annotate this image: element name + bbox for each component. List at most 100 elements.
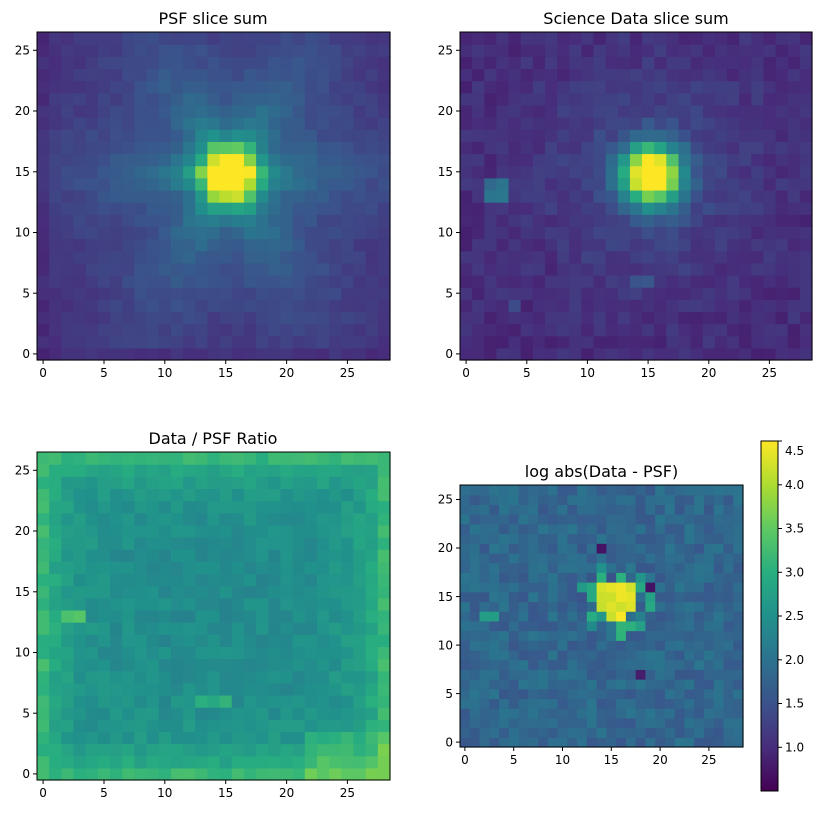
heatmap-cell — [714, 347, 728, 361]
x-axis: 0 5 10 15 20 25 — [39, 360, 355, 380]
heatmap-cell — [664, 514, 676, 525]
heatmap-cell — [775, 117, 789, 130]
heatmap-cell — [684, 591, 695, 603]
heatmap-cell — [353, 117, 367, 130]
heatmap-cell — [702, 165, 716, 179]
heatmap-cell — [460, 543, 471, 554]
heatmap-cell — [316, 129, 330, 142]
heatmap-cell — [714, 56, 728, 70]
heatmap-cell — [544, 335, 558, 349]
heatmap-cell — [256, 238, 269, 252]
heatmap-cell — [666, 153, 680, 167]
heatmap-cell — [508, 582, 520, 593]
x-tick: 10 — [157, 360, 172, 380]
heatmap-cell — [268, 68, 282, 82]
heatmap-cell — [292, 44, 306, 57]
heatmap-cell — [528, 649, 539, 661]
heatmap-cell — [664, 649, 676, 661]
heatmap-cell — [280, 476, 294, 490]
heatmap-cell — [268, 129, 282, 142]
heatmap-cell — [484, 335, 498, 349]
heatmap-cell — [341, 299, 355, 313]
heatmap-cell — [642, 202, 655, 215]
colorbar-tick: 4.0 — [778, 478, 804, 492]
heatmap-cell — [532, 202, 546, 215]
heatmap-cell — [195, 512, 209, 526]
heatmap-cell — [49, 153, 62, 167]
heatmap-cell — [763, 226, 777, 240]
heatmap-cell — [256, 80, 269, 94]
heatmap-cell — [733, 620, 744, 632]
heatmap-cell — [316, 500, 330, 514]
heatmap-cell — [751, 202, 765, 215]
heatmap-cell — [508, 543, 520, 554]
heatmap-cell — [170, 311, 184, 325]
heatmap-cell — [484, 44, 498, 57]
heatmap-cell — [329, 274, 342, 288]
heatmap-cell — [518, 640, 529, 651]
heatmap-cell — [617, 323, 631, 337]
heatmap-cell — [304, 189, 318, 203]
heatmap-cell — [292, 177, 306, 191]
heatmap-cell — [557, 311, 570, 325]
heatmap-cell — [85, 262, 99, 276]
heatmap-cell — [110, 670, 123, 684]
heatmap-cell — [723, 630, 734, 641]
heatmap-cell — [694, 523, 705, 535]
heatmap-cell — [122, 104, 135, 118]
heatmap-cell — [629, 274, 643, 288]
heatmap-cell — [616, 514, 627, 525]
heatmap-cell — [183, 524, 196, 538]
heatmap-cell — [49, 189, 62, 203]
heatmap-cell — [654, 250, 667, 264]
heatmap-cell — [714, 287, 728, 300]
heatmap-cell — [49, 537, 62, 550]
heatmap-cell — [605, 189, 619, 203]
heatmap-cell — [702, 189, 716, 203]
heatmap-cell — [280, 117, 294, 130]
heatmap-cell — [635, 543, 647, 554]
heatmap-cell — [97, 226, 111, 240]
heatmap-cell — [544, 250, 558, 264]
heatmap-cell — [569, 153, 582, 167]
heatmap-cell — [518, 708, 529, 719]
heatmap-cell — [532, 141, 546, 155]
panel-science-data: Science Data slice sum 0 5 10 15 20 25 0… — [438, 9, 813, 380]
heatmap-cell — [518, 611, 529, 622]
heatmap-cell — [469, 669, 481, 680]
heatmap-cell — [557, 104, 570, 118]
heatmap-cell — [85, 755, 99, 769]
heatmap-cell — [547, 640, 559, 651]
heatmap-cell — [256, 512, 269, 526]
heatmap-cell — [751, 165, 765, 179]
heatmap-cell — [606, 611, 617, 622]
heatmap-cell — [377, 500, 391, 514]
heatmap-cell — [489, 620, 500, 632]
x-tick-label: 20 — [279, 786, 294, 800]
heatmap-cell — [97, 549, 111, 562]
heatmap-cell — [616, 698, 627, 709]
heatmap-cell — [49, 226, 62, 240]
heatmap-cell — [316, 561, 330, 575]
heatmap-cell — [122, 117, 135, 130]
heatmap-cell — [655, 552, 666, 564]
heatmap-cell — [256, 646, 269, 660]
heatmap-cell — [353, 287, 367, 300]
heatmap-cell — [316, 755, 330, 769]
heatmap-cell — [606, 708, 617, 719]
heatmap-cell — [775, 323, 789, 337]
heatmap-cell — [625, 533, 637, 544]
heatmap-cell — [377, 250, 391, 264]
heatmap-cell — [586, 611, 598, 622]
heatmap-cell — [469, 717, 481, 729]
heatmap-cell — [664, 485, 676, 496]
heatmap-cell — [674, 533, 686, 544]
heatmap-cell — [256, 177, 269, 191]
heatmap-cell — [625, 562, 637, 573]
heatmap-cell — [799, 262, 813, 276]
heatmap-cell — [97, 141, 111, 155]
heatmap-cell — [219, 731, 233, 745]
heatmap-cell — [727, 274, 740, 288]
heatmap-cell — [231, 68, 245, 82]
heatmap-cell — [231, 755, 245, 769]
